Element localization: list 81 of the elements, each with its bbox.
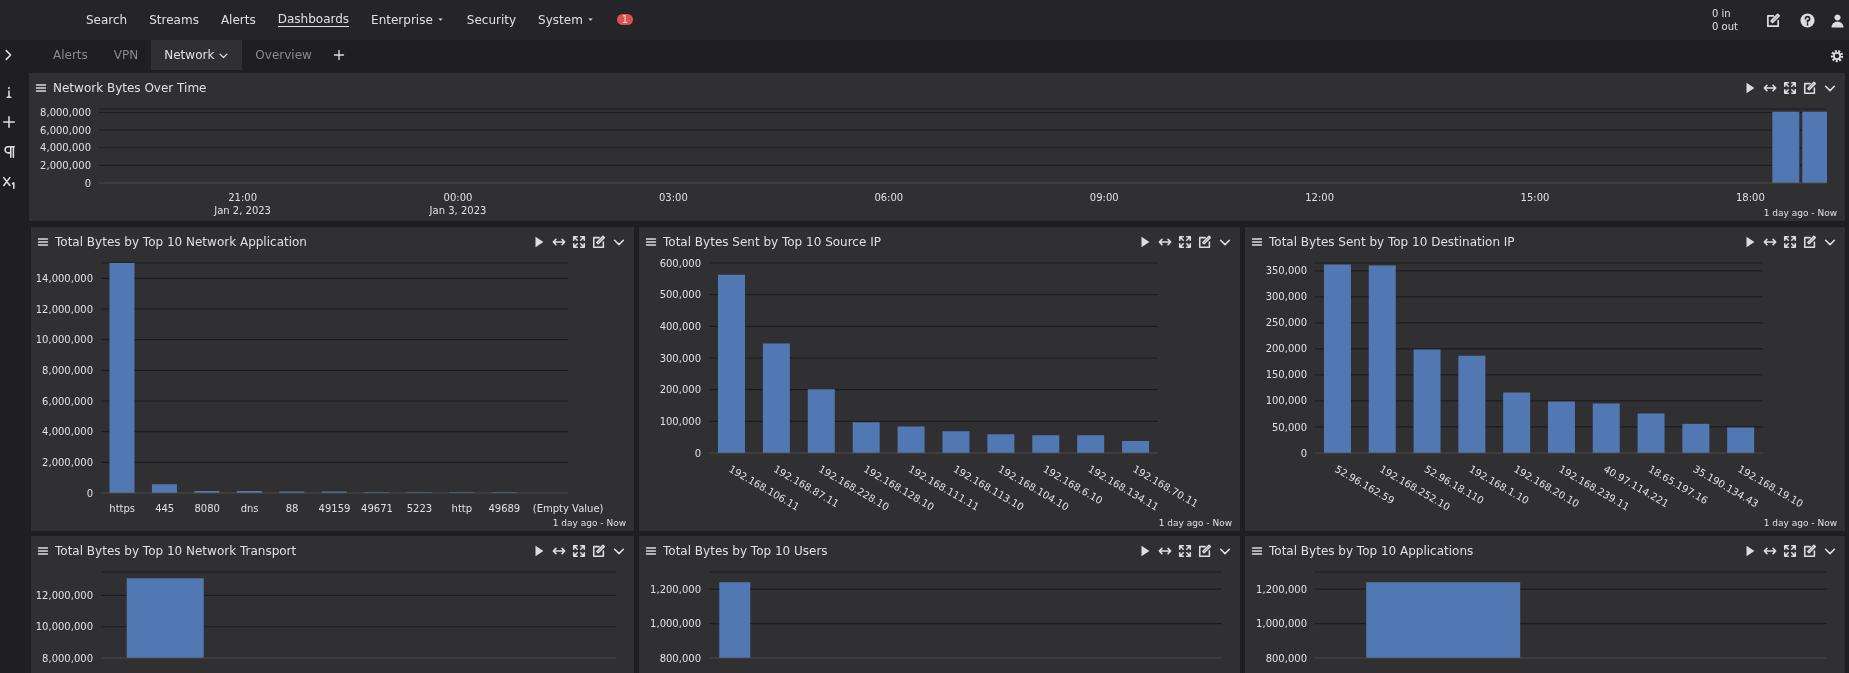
text: 1 [616,14,634,25]
y-tick-label: 10,000,000 [35,621,93,633]
y-tick-label: 250,000 [1265,317,1307,329]
y-tick-label: 800,000 [659,652,701,664]
y-tick-label: 2,000,000 [42,456,93,468]
chart-title: Total Bytes by Top 10 Network Transport [55,544,297,558]
text: Security [466,12,517,27]
chart-title: Total Bytes Sent by Top 10 Source IP [663,235,881,249]
y-tick-label: 1,000,000 [1256,618,1307,630]
y-tick-label: 200,000 [659,384,701,396]
x-tick-label: 00:00 Jan 3, 2023 [428,192,487,216]
text: 0 in [1712,7,1732,20]
x-tick-label: 06:00 [874,192,904,203]
y-tick-label: 200,000 [1265,343,1307,355]
x-tick-label: 12:00 [1305,192,1335,203]
text: 1 day ago - Now [552,518,626,528]
y-tick-label: 0 [694,447,701,459]
x-tick-label: 18:00 [1736,192,1765,203]
x-tick-label: 49689 [488,503,521,514]
text: Alerts [220,12,256,27]
text: System [538,12,583,27]
text: Dashboards [277,12,350,26]
y-tick-label: 100,000 [1265,395,1307,407]
y-tick-label: 10,000,000 [35,334,93,346]
y-tick-label: 800,000 [1265,652,1307,664]
x-tick-label: 15:00 [1520,192,1550,203]
text: VPN [113,48,139,62]
y-tick-label: 8,000,000 [42,652,93,664]
text: 1 day ago - Now [1763,208,1837,218]
y-tick-label: 150,000 [1265,369,1307,381]
y-tick-label: 12,000,000 [35,303,93,315]
y-tick-label: 8,000,000 [40,107,91,119]
y-tick-label: 0 [1300,447,1307,459]
x-tick-label: dns [240,503,259,514]
x-tick-label: (Empty Value) [532,503,604,514]
x-tick-label: 88 [285,503,299,514]
chart-title: Network Bytes Over Time [53,81,207,95]
x-tick-label: 03:00 [658,192,688,203]
x-tick-label: 49159 [318,503,351,514]
x-tick-label: 21:00 Jan 2, 2023 [213,192,271,216]
text: Network [164,48,215,62]
x-tick-label: 49671 [361,503,393,514]
y-tick-label: 4,000,000 [40,142,91,154]
x-tick-label: 445 [155,503,175,514]
y-tick-label: 400,000 [659,320,701,332]
text: Search [86,12,128,27]
x-tick-label: 8080 [194,503,220,514]
y-tick-label: 300,000 [659,352,701,364]
text: Enterprise [371,12,433,27]
y-tick-label: 1,000,000 [650,618,701,630]
text: Alerts [53,48,88,62]
text: 0 out [1712,20,1738,33]
y-tick-label: 8,000,000 [42,364,93,376]
y-tick-label: 0 [86,487,93,499]
y-tick-label: 50,000 [1272,421,1307,433]
y-tick-label: 600,000 [659,257,701,269]
chart-title: Total Bytes by Top 10 Users [663,544,828,558]
text: 1 day ago - Now [1763,518,1837,528]
chart-title: Total Bytes by Top 10 Applications [1269,544,1474,558]
y-tick-label: 4,000,000 [42,426,93,438]
chart-title: Total Bytes by Top 10 Network Application [55,235,307,249]
y-tick-label: 300,000 [1265,291,1307,303]
y-tick-label: 350,000 [1265,265,1307,277]
x-tick-label: http [451,503,473,514]
text: Overview [255,48,312,62]
text: 1 day ago - Now [1158,518,1232,528]
chart-title: Total Bytes Sent by Top 10 Destination IP [1269,235,1515,249]
x-tick-label: https [109,503,136,514]
y-tick-label: 14,000,000 [35,272,93,284]
y-tick-label: 1,200,000 [1256,583,1307,595]
y-tick-label: 100,000 [659,415,701,427]
y-tick-label: 6,000,000 [42,395,93,407]
y-tick-label: 0 [84,177,91,189]
x-tick-label: 09:00 [1089,192,1119,203]
y-tick-label: 500,000 [659,289,701,301]
y-tick-label: 1,200,000 [650,583,701,595]
y-tick-label: 2,000,000 [40,159,91,171]
y-tick-label: 6,000,000 [40,124,91,136]
text: Streams [149,12,199,27]
y-tick-label: 12,000,000 [35,590,93,601]
x-tick-label: 5223 [406,503,433,514]
